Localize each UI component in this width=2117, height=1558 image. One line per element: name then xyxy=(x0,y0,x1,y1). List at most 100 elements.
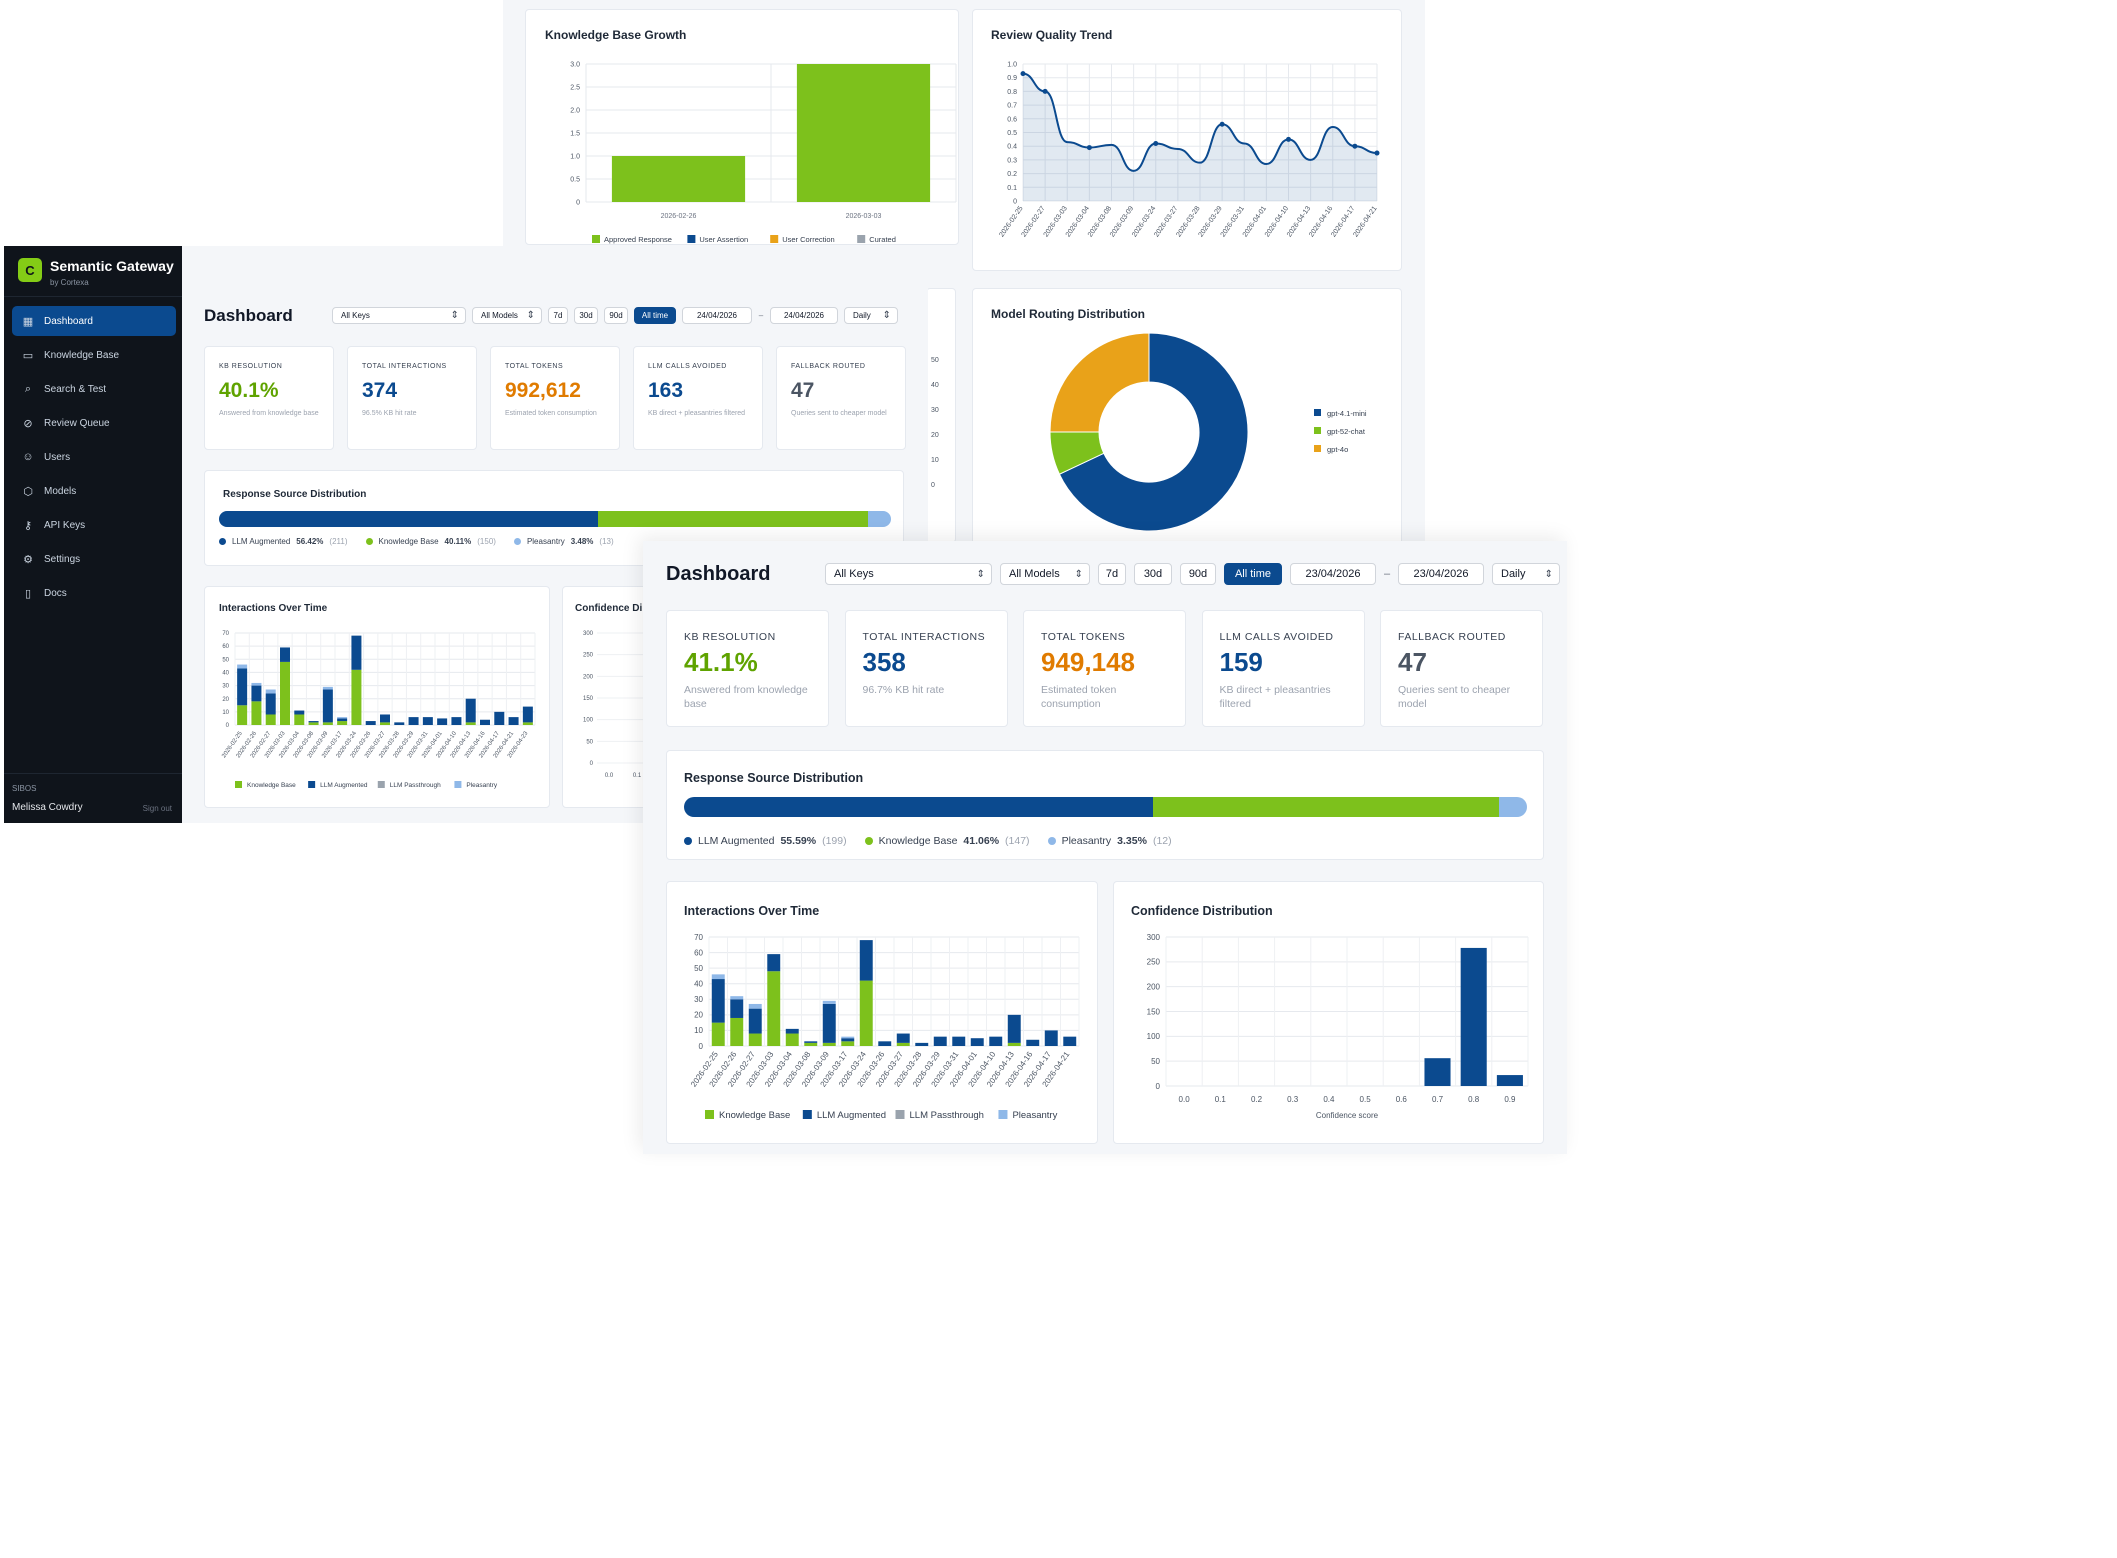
partial-ytick: 30 xyxy=(931,407,939,414)
legend-percent: 40.11% xyxy=(444,537,472,546)
sidebar-item-review-queue[interactable]: ⊘ Review Queue xyxy=(12,408,176,438)
sidebar-item-users[interactable]: ☺ Users xyxy=(12,442,176,472)
sidebar-item-knowledge-base[interactable]: ▭ Knowledge Base xyxy=(12,340,176,370)
date-from-input[interactable]: 24/04/2026 xyxy=(682,307,752,324)
int-ytick: 30 xyxy=(694,995,703,1004)
models-select[interactable]: All Models ⇕ xyxy=(472,307,542,324)
date-to-input[interactable]: 23/04/2026 xyxy=(1398,563,1484,585)
granularity-select-label: Daily xyxy=(853,311,871,320)
user-name: Melissa Cowdry xyxy=(12,802,83,813)
int-bar-segment xyxy=(237,705,248,725)
conf-ytick: 250 xyxy=(1147,958,1161,967)
legend-item: Pleasantry 3.35% (12) xyxy=(1047,835,1172,847)
models-select[interactable]: All Models ⇕ xyxy=(1000,563,1090,585)
review-quality-card: Review Quality Trend 0 0.1 0.2 0.3 0.4 0.5 0.6… xyxy=(972,9,1402,271)
conf-ytick: 200 xyxy=(1147,982,1161,991)
response-source-card: Response Source Distribution LLM Augment… xyxy=(666,750,1544,860)
int-bar-segment xyxy=(265,714,276,725)
conf-xtick: 0.9 xyxy=(1504,1095,1516,1104)
legend-label: gpt-4o xyxy=(1327,445,1348,454)
sign-out-link[interactable]: Sign out xyxy=(142,804,172,813)
int-bar-segment xyxy=(952,1036,966,1046)
range-7d-button[interactable]: 7d xyxy=(548,307,568,324)
int-bar-segment xyxy=(859,940,873,981)
org-name: SIBOS xyxy=(12,784,37,793)
date-from-input[interactable]: 23/04/2026 xyxy=(1290,563,1376,585)
kpi-value: 159 xyxy=(1219,647,1263,677)
legend-item: LLM Augmented 55.59% (199) xyxy=(684,835,847,847)
keys-select[interactable]: All Keys ⇕ xyxy=(825,563,992,585)
kpi-value: 992,612 xyxy=(505,379,581,402)
legend-swatch xyxy=(592,235,600,243)
book-icon: ▭ xyxy=(22,349,34,362)
int-bar-segment xyxy=(1007,1042,1021,1046)
legend-label: LLM Augmented xyxy=(817,1110,886,1121)
conf-xtick: 0.1 xyxy=(633,773,642,779)
kpi-label: TOTAL INTERACTIONS xyxy=(362,363,447,370)
legend-count: (13) xyxy=(599,537,614,546)
kpi-subtext: 96.5% KB hit rate xyxy=(362,410,417,417)
legend-swatch xyxy=(308,781,316,788)
rq-point xyxy=(1219,121,1225,127)
kpi-card-total-tokens: TOTAL TOKENS 992,612 Estimated token consu… xyxy=(490,346,620,450)
sidebar-item-label: Dashboard xyxy=(44,315,93,327)
granularity-select[interactable]: Daily ⇕ xyxy=(844,307,898,324)
legend-label: Approved Response xyxy=(604,235,672,244)
conf-xtick: 0.4 xyxy=(1323,1095,1335,1104)
legend-swatch xyxy=(1314,445,1321,452)
range-all-time-button[interactable]: All time xyxy=(1224,563,1282,585)
sidebar-footer: SIBOS Melissa Cowdry Sign out xyxy=(4,773,182,823)
kpi-subtext: Answered from knowledge base xyxy=(684,684,808,711)
sidebar-item-docs[interactable]: ▯ Docs xyxy=(12,578,176,608)
sidebar-item-models[interactable]: ⬡ Models xyxy=(12,476,176,506)
seg-pleasantry xyxy=(867,511,891,527)
range-7d-button[interactable]: 7d xyxy=(1098,563,1126,585)
partial-ytick: 50 xyxy=(931,357,939,364)
kpi-card-kb-resolution: KB RESOLUTION 40.1% Answered from knowledg… xyxy=(204,346,334,450)
legend-name: Pleasantry xyxy=(526,537,565,546)
int-bar-segment xyxy=(522,706,533,723)
int-bar-segment xyxy=(785,1033,799,1046)
sidebar-item-dashboard[interactable]: ▦ Dashboard xyxy=(12,306,176,336)
rq-ytick: 1.0 xyxy=(1007,61,1017,68)
partial-ytick: 10 xyxy=(931,457,939,464)
response-source-title: Response Source Distribution xyxy=(223,489,367,500)
range-all-time-button[interactable]: All time xyxy=(634,307,676,324)
date-separator: – xyxy=(758,311,764,320)
keys-select-label: All Keys xyxy=(341,311,370,320)
range-90d-button[interactable]: 90d xyxy=(1180,563,1216,585)
kpi-subtext: Estimated token consumption xyxy=(505,410,597,417)
int-bar-segment xyxy=(1063,1036,1077,1046)
kpi-value: 358 xyxy=(862,647,906,677)
range-30d-button[interactable]: 30d xyxy=(1134,563,1172,585)
sidebar-item-search-test[interactable]: ⌕ Search & Test xyxy=(12,374,176,404)
int-bar-segment xyxy=(989,1036,1003,1046)
kpi-label: FALLBACK ROUTED xyxy=(791,363,866,370)
legend-count: (211) xyxy=(329,537,348,546)
kpi-subtext: KB direct + pleasantries filtered xyxy=(1219,684,1331,711)
kpi-label: FALLBACK ROUTED xyxy=(1398,631,1506,643)
conf-ytick: 50 xyxy=(586,739,593,745)
date-to-input[interactable]: 24/04/2026 xyxy=(770,307,838,324)
int-bar-segment xyxy=(251,685,262,702)
legend-label: Pleasantry xyxy=(466,782,497,789)
legend-swatch xyxy=(454,781,462,788)
kpi-card-kb-resolution: KB RESOLUTION 41.1% Answered from knowledg… xyxy=(666,610,829,727)
kpi-label: LLM CALLS AVOIDED xyxy=(1219,631,1334,643)
range-30d-button[interactable]: 30d xyxy=(574,307,598,324)
rq-ytick: 0.1 xyxy=(1007,185,1017,192)
brand[interactable]: C Semantic Gateway by Cortexa xyxy=(14,254,174,294)
kpi-card-llm-calls-avoided: LLM CALLS AVOIDED 159 KB direct + pleasant… xyxy=(1201,610,1365,727)
keys-select[interactable]: All Keys ⇕ xyxy=(332,307,466,324)
kpi-value: 47 xyxy=(791,379,815,402)
kb-ytick: 2.0 xyxy=(570,107,580,114)
sidebar-item-api-keys[interactable]: ⚷ API Keys xyxy=(12,510,176,540)
range-7d-button-label: 7d xyxy=(1105,568,1119,580)
int-bar-segment xyxy=(237,664,248,669)
partial-axis: 0 10 20 30 40 50 xyxy=(931,357,939,489)
sidebar-item-settings[interactable]: ⚙ Settings xyxy=(12,544,176,574)
kpi-subtext: 96.7% KB hit rate xyxy=(862,684,945,696)
granularity-select[interactable]: Daily ⇕ xyxy=(1492,563,1560,585)
legend-item: Pleasantry 3.48% (13) xyxy=(513,537,614,546)
range-90d-button[interactable]: 90d xyxy=(604,307,628,324)
